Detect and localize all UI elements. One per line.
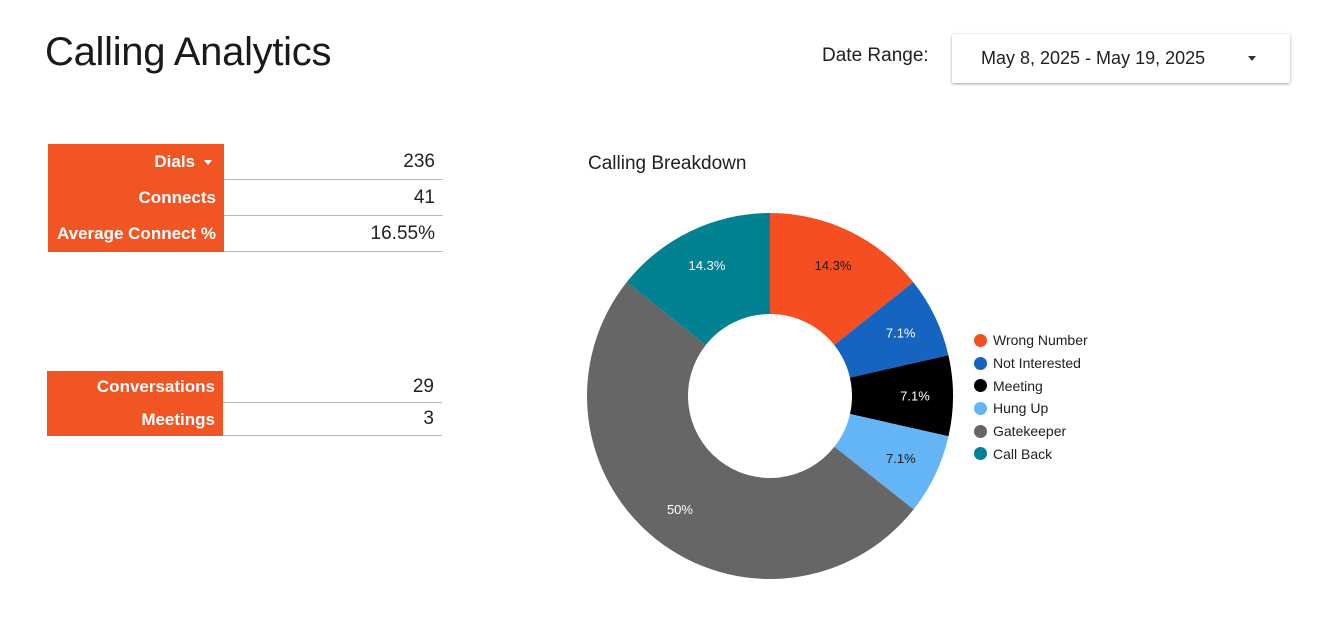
conversations-value: 29	[223, 371, 442, 403]
meetings-label: Meetings	[47, 403, 223, 436]
legend-swatch	[974, 447, 987, 461]
legend-label: Hung Up	[993, 400, 1049, 417]
legend-item-meeting[interactable]: Meeting	[974, 374, 1088, 397]
scorecard-row: Dials 236	[48, 144, 443, 180]
dials-value: 236	[224, 144, 443, 180]
slice-label-meeting: 7.1%	[900, 388, 930, 403]
legend-label: Not Interested	[993, 355, 1081, 372]
legend-swatch	[974, 333, 987, 347]
slice-gatekeeper[interactable]	[586, 282, 914, 580]
legend-swatch	[974, 424, 987, 438]
meetings-value: 3	[223, 403, 442, 436]
scorecard-row: Meetings 3	[47, 403, 442, 436]
legend-swatch	[974, 401, 987, 415]
page-title: Calling Analytics	[45, 30, 332, 74]
slice-meeting[interactable]	[849, 355, 953, 437]
slice-not-interested[interactable]	[834, 282, 949, 378]
conversations-label: Conversations	[47, 371, 223, 403]
date-range-label: Date Range:	[822, 45, 929, 66]
legend-label: Meeting	[993, 377, 1043, 394]
sort-caret-icon[interactable]	[204, 159, 212, 165]
slice-label-wrong-number: 14.3%	[815, 258, 852, 273]
slice-call-back[interactable]	[626, 213, 770, 345]
legend-label: Wrong Number	[993, 332, 1088, 349]
slice-hung-up[interactable]	[834, 414, 949, 510]
legend-item-hung-up[interactable]: Hung Up	[974, 397, 1088, 420]
legend-item-gatekeeper[interactable]: Gatekeeper	[974, 420, 1088, 443]
chart-title: Calling Breakdown	[588, 153, 747, 174]
connects-label: Connects	[48, 180, 224, 216]
slice-label-hung-up: 7.1%	[886, 451, 916, 466]
legend-label: Call Back	[993, 445, 1053, 462]
scorecard-conversations: Conversations 29 Meetings 3	[47, 371, 442, 436]
slice-wrong-number[interactable]	[770, 213, 914, 345]
donut-chart: 14.3% 7.1% 7.1% 7.1% 50% 14.3%	[586, 213, 953, 580]
scorecard-row: Average Connect % 16.55%	[48, 216, 443, 252]
legend-swatch	[974, 379, 987, 393]
slice-label-call-back: 14.3%	[689, 258, 726, 273]
legend-item-not-interested[interactable]: Not Interested	[974, 352, 1088, 375]
date-range-picker[interactable]: May 8, 2025 - May 19, 2025	[952, 34, 1290, 83]
scorecard-dials: Dials 236 Connects 41 Average Connect % …	[48, 144, 443, 252]
dials-header[interactable]: Dials	[48, 144, 224, 180]
date-range-value: May 8, 2025 - May 19, 2025	[981, 48, 1206, 68]
slice-label-gatekeeper: 50%	[667, 502, 693, 517]
average-connect-label: Average Connect %	[48, 216, 224, 252]
average-connect-value: 16.55%	[224, 216, 443, 252]
legend-item-wrong-number[interactable]: Wrong Number	[974, 329, 1088, 352]
dropdown-caret-icon[interactable]	[1248, 56, 1256, 61]
scorecard-row: Conversations 29	[47, 371, 442, 403]
slice-label-not-interested: 7.1%	[886, 326, 916, 341]
legend-label: Gatekeeper	[993, 423, 1067, 440]
connects-value: 41	[224, 180, 443, 216]
legend-item-call-back[interactable]: Call Back	[974, 442, 1088, 465]
chart-legend: Wrong Number Not Interested Meeting Hung Up…	[974, 329, 1088, 465]
scorecard-row: Connects 41	[48, 180, 443, 216]
legend-swatch	[974, 356, 987, 370]
dials-label: Dials	[154, 152, 195, 171]
